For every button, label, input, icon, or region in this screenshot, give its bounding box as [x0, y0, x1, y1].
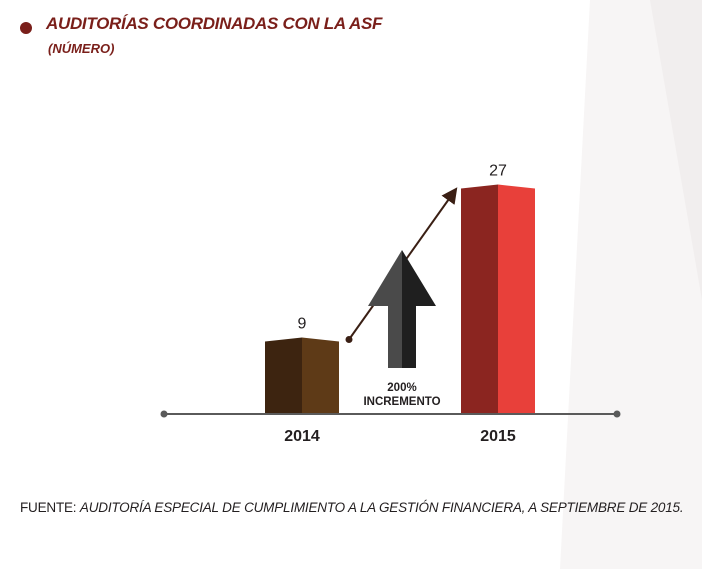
- increase-arrow-icon: [368, 250, 436, 368]
- source-note: FUENTE: AUDITORÍA ESPECIAL DE CUMPLIMIEN…: [20, 500, 684, 515]
- increase-text-label: INCREMENTO: [363, 396, 440, 408]
- bar-right-face: [498, 184, 535, 414]
- x-axis-left-dot: [160, 410, 168, 418]
- chart-title: AUDITORÍAS COORDINADAS CON LA ASF: [46, 14, 383, 33]
- bar-right-face: [302, 337, 339, 414]
- x-tick-label-2015: 2015: [480, 428, 516, 445]
- bar-2015: [461, 184, 535, 414]
- increase-percent-label: 200%: [387, 382, 416, 394]
- x-tick-label-2014: 2014: [284, 428, 320, 445]
- x-axis-right-dot: [613, 410, 621, 418]
- bar-2014: [265, 337, 339, 414]
- source-label: FUENTE:: [20, 500, 77, 515]
- source-text: AUDITORÍA ESPECIAL DE CUMPLIMIENTO A LA …: [79, 500, 684, 515]
- title-bullet-icon: [20, 22, 32, 34]
- bar-left-face: [265, 337, 302, 414]
- bar-chart: 200% INCREMENTO 9 2014 27 2015: [160, 163, 621, 445]
- chart-subtitle: (NÚMERO): [48, 41, 115, 56]
- data-label-2015: 27: [489, 163, 507, 180]
- data-label-2014: 9: [298, 316, 307, 333]
- bar-left-face: [461, 184, 498, 414]
